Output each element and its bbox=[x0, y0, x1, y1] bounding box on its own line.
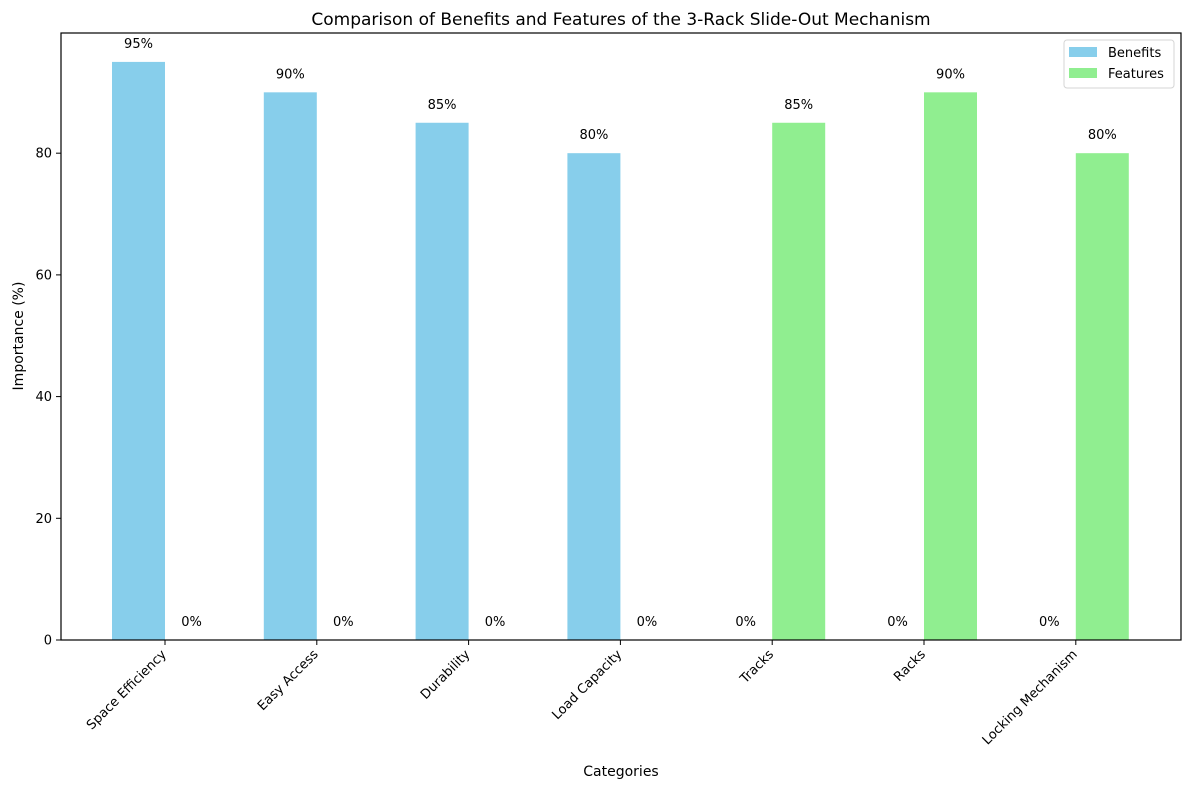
data-label: 90% bbox=[276, 67, 305, 82]
bar-features bbox=[924, 92, 977, 641]
x-tick-label: Racks bbox=[891, 647, 929, 685]
data-label: 0% bbox=[181, 615, 202, 630]
legend-label-benefits: Benefits bbox=[1108, 46, 1161, 61]
bars-layer bbox=[112, 61, 1129, 641]
bar-benefits bbox=[263, 92, 317, 641]
legend-label-features: Features bbox=[1108, 67, 1164, 82]
data-label: 0% bbox=[735, 615, 756, 630]
bar-benefits bbox=[567, 153, 621, 640]
x-tick-label: Space Efficiency bbox=[84, 647, 170, 733]
y-tick-label: 40 bbox=[35, 390, 52, 405]
y-axis-label: Importance (%) bbox=[11, 282, 27, 391]
data-label: 0% bbox=[333, 615, 354, 630]
data-label: 80% bbox=[579, 128, 608, 143]
bar-features bbox=[772, 122, 826, 640]
y-axis: 0 20 40 60 80 bbox=[35, 147, 61, 649]
x-tick-label: Durability bbox=[418, 647, 474, 703]
data-label: 80% bbox=[1088, 128, 1117, 143]
x-tick-label: Easy Access bbox=[255, 647, 322, 714]
x-axis-label: Categories bbox=[583, 764, 658, 780]
data-label: 90% bbox=[936, 67, 965, 82]
y-tick-label: 60 bbox=[35, 268, 52, 283]
data-label: 0% bbox=[637, 615, 658, 630]
chart-title: Comparison of Benefits and Features of t… bbox=[311, 10, 930, 30]
legend-swatch-features bbox=[1069, 68, 1097, 78]
data-label: 0% bbox=[485, 615, 506, 630]
axes-frame bbox=[60, 32, 1182, 641]
legend-swatch-benefits bbox=[1069, 47, 1097, 57]
data-label: 85% bbox=[784, 98, 813, 113]
x-tick-label: Locking Mechanism bbox=[980, 647, 1081, 748]
y-tick-label: 0 bbox=[44, 634, 52, 649]
bar-benefits bbox=[415, 122, 469, 640]
legend: Benefits Features bbox=[1063, 39, 1175, 89]
data-label: 0% bbox=[1039, 615, 1060, 630]
bar-benefits bbox=[112, 61, 165, 640]
bar-features bbox=[1075, 153, 1129, 640]
y-tick-label: 80 bbox=[35, 147, 52, 162]
data-label: 0% bbox=[887, 615, 908, 630]
data-label: 95% bbox=[124, 37, 153, 52]
x-tick-label: Tracks bbox=[737, 647, 777, 687]
y-tick-label: 20 bbox=[35, 512, 52, 527]
x-tick-label: Load Capacity bbox=[549, 647, 625, 723]
x-axis: Space Efficiency Easy Access Durability Loa… bbox=[84, 640, 1081, 748]
data-label: 85% bbox=[428, 98, 457, 113]
data-labels-layer: 95% 0% 90% 0% 85% 0% 80% 0% 0% 85% 0% 90% 0% 80% bbox=[124, 37, 1117, 630]
